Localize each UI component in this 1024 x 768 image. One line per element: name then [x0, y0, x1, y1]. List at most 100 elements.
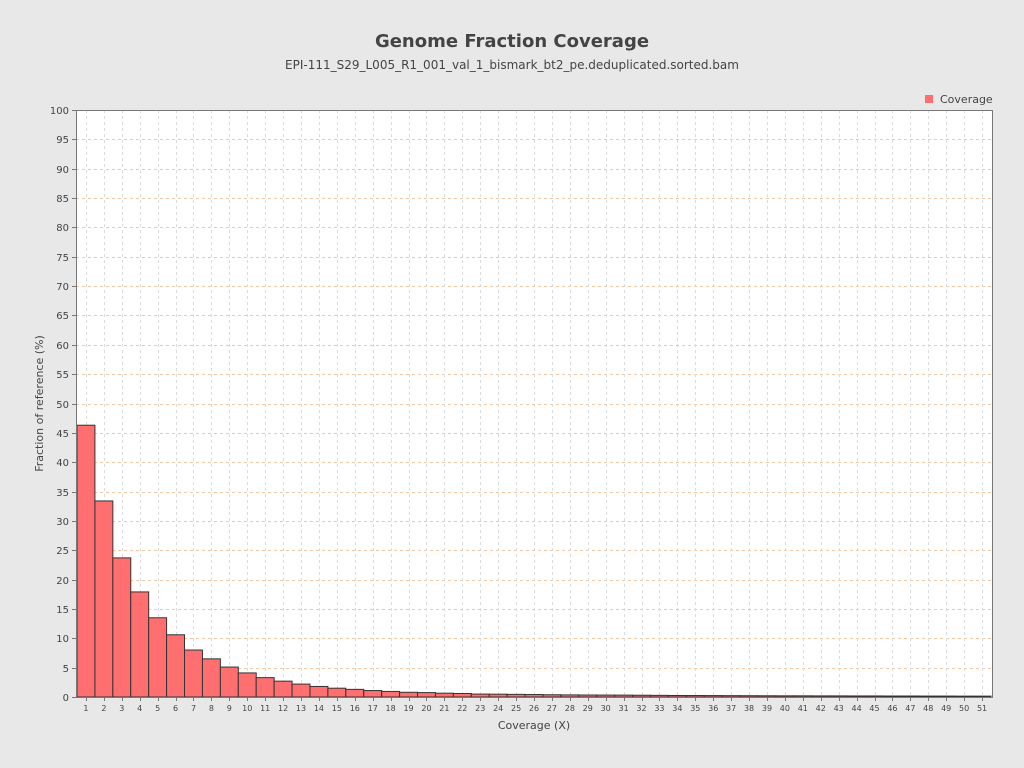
y-tick-label: 5 [63, 664, 69, 675]
x-tick-label: 24 [493, 704, 503, 713]
x-tick-label: 10 [242, 704, 252, 713]
bar-coverage-43 [829, 695, 849, 698]
x-tick-label: 32 [636, 704, 646, 713]
x-tick-label: 17 [368, 704, 378, 713]
bar-coverage-24 [488, 693, 508, 698]
x-tick-label: 31 [619, 704, 629, 713]
x-tick-label: 44 [851, 704, 861, 713]
legend: Coverage [925, 93, 993, 106]
bar-coverage-4 [130, 591, 150, 698]
y-tick-label: 30 [56, 517, 69, 528]
chart-title: Genome Fraction Coverage [374, 31, 650, 52]
bar-coverage-7 [184, 649, 203, 698]
y-tick-label: 20 [56, 576, 69, 587]
bar-coverage-34 [667, 694, 687, 698]
bar-coverage-36 [703, 695, 723, 698]
x-tick-label: 46 [887, 704, 897, 713]
x-tick-label: 40 [780, 704, 790, 713]
x-tick-label: 15 [332, 704, 342, 713]
bar-coverage-13 [291, 683, 311, 698]
x-tick-label: 16 [350, 704, 360, 713]
y-tick-label: 40 [56, 458, 69, 469]
y-axis: 0 5 10 15 20 25 30 35 40 45 50 55 60 65 70 75 80 85 90 95 10… [50, 106, 76, 704]
grid-lines [76, 110, 992, 698]
bar-coverage-10 [237, 672, 257, 698]
bar-coverage-19 [399, 691, 419, 698]
x-tick-label: 51 [977, 704, 987, 713]
bar-coverage-39 [757, 695, 777, 698]
bar-coverage-2 [94, 500, 114, 698]
y-tick-label: 55 [56, 370, 69, 381]
x-tick-label: 23 [475, 704, 485, 713]
x-tick-label: 48 [923, 704, 933, 713]
legend-label-coverage: Coverage [940, 93, 993, 106]
x-tick-label: 5 [155, 704, 160, 713]
bar-coverage-31 [614, 694, 634, 698]
bar-coverage-51 [972, 695, 992, 698]
x-tick-label: 9 [227, 704, 232, 713]
x-tick-label: 47 [905, 704, 915, 713]
x-tick-label: 1 [83, 704, 88, 713]
y-tick-label: 45 [56, 429, 69, 440]
y-tick-label: 35 [56, 488, 69, 499]
x-tick-label: 35 [690, 704, 700, 713]
bar-coverage-30 [596, 694, 616, 698]
y-tick-label: 25 [56, 546, 69, 557]
x-tick-label: 39 [762, 704, 772, 713]
x-tick-label: 41 [798, 704, 808, 713]
x-tick-label: 3 [119, 704, 124, 713]
bar-coverage-37 [721, 695, 741, 698]
bar-coverage-16 [345, 688, 365, 698]
x-tick-label: 14 [314, 704, 324, 713]
y-tick-label: 85 [56, 194, 69, 205]
x-tick-label: 29 [583, 704, 593, 713]
x-tick-label: 45 [869, 704, 879, 713]
chart-subtitle: EPI-111_S29_L005_R1_001_val_1_bismark_bt… [285, 58, 739, 72]
x-tick-label: 13 [296, 704, 306, 713]
x-tick-label: 22 [457, 704, 467, 713]
y-tick-label: 80 [56, 223, 69, 234]
x-tick-label: 27 [547, 704, 557, 713]
x-tick-label: 49 [941, 704, 951, 713]
bar-coverage-48 [918, 695, 938, 698]
bar-coverage-17 [363, 690, 383, 698]
x-tick-label: 11 [260, 704, 270, 713]
bars [76, 424, 992, 698]
x-tick-label: 26 [529, 704, 539, 713]
x-axis-title: Coverage (X) [498, 719, 570, 732]
x-tick-label: 8 [209, 704, 214, 713]
x-tick-label: 34 [672, 704, 682, 713]
bar-coverage-1 [76, 424, 96, 698]
bar-coverage-22 [452, 692, 472, 698]
legend-swatch-coverage [925, 95, 933, 103]
y-tick-label: 10 [56, 634, 69, 645]
y-tick-label: 15 [56, 605, 69, 616]
x-tick-label: 6 [173, 704, 178, 713]
y-tick-label: 90 [56, 165, 69, 176]
plot-border [76, 110, 993, 698]
x-tick-label: 21 [439, 704, 449, 713]
bar-coverage-45 [865, 695, 884, 698]
x-tick-label: 42 [816, 704, 826, 713]
bar-coverage-38 [739, 695, 759, 698]
x-tick-label: 25 [511, 704, 521, 713]
bar-coverage-35 [685, 695, 705, 698]
bar-coverage-15 [327, 687, 347, 698]
bar-coverage-41 [793, 695, 813, 698]
bar-coverage-26 [524, 694, 544, 698]
x-tick-label: 37 [726, 704, 736, 713]
bar-coverage-11 [255, 677, 275, 698]
bar-coverage-33 [649, 694, 669, 698]
bar-coverage-27 [542, 694, 562, 698]
x-tick-label: 7 [191, 704, 196, 713]
y-tick-label: 75 [56, 253, 69, 264]
bar-coverage-49 [936, 695, 956, 698]
x-tick-label: 12 [278, 704, 288, 713]
bar-coverage-40 [775, 695, 795, 698]
bar-coverage-14 [309, 685, 329, 698]
bar-coverage-21 [434, 692, 454, 698]
bar-coverage-3 [112, 557, 132, 698]
y-tick-label: 50 [56, 400, 69, 411]
x-tick-label: 38 [744, 704, 754, 713]
